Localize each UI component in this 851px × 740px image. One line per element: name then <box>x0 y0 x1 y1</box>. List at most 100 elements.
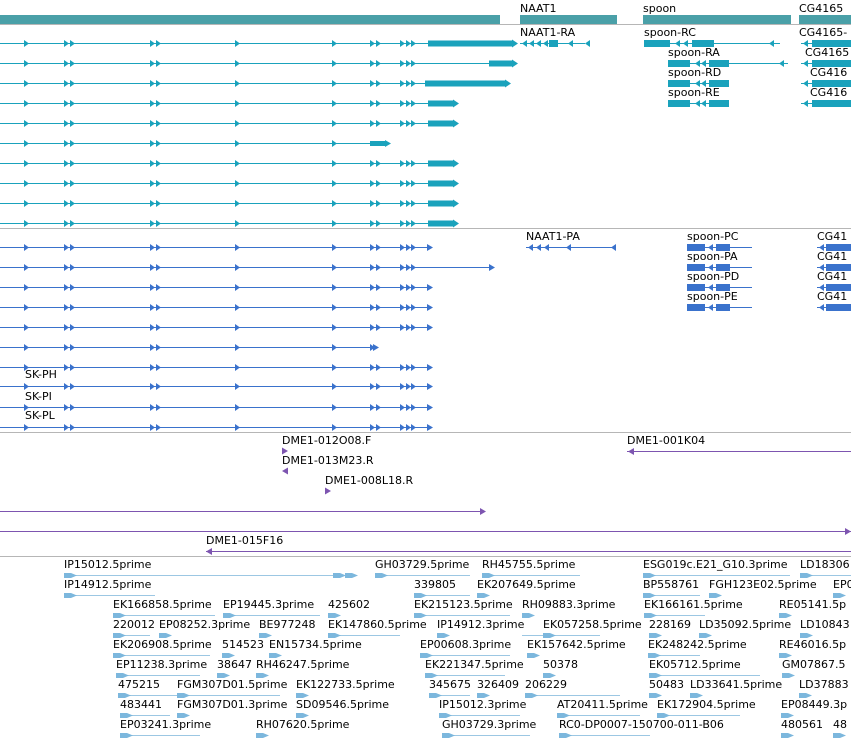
protein-7-arrow <box>411 364 416 371</box>
est-label[interactable]: EP0 <box>833 578 851 591</box>
est-label[interactable]: EN15734.5prime <box>269 638 362 651</box>
est-label[interactable]: FGM307D01.3prime <box>177 698 288 711</box>
transcript-cg4165-label-3[interactable]: CG416 <box>810 66 848 79</box>
est-label[interactable]: RH09883.3prime <box>522 598 616 611</box>
est-label[interactable]: EK215123.5prime <box>414 598 513 611</box>
gene-naat1-label[interactable]: NAAT1 <box>520 2 557 15</box>
est-label[interactable]: EK122733.5prime <box>296 678 395 691</box>
est-label[interactable]: EK166161.5prime <box>644 598 743 611</box>
protein-cg41-label-1[interactable]: CG41 <box>817 230 848 243</box>
transcript-cg4165-label-1[interactable]: CG4165- <box>799 26 848 39</box>
protein-sk-ph-label[interactable]: SK-PH <box>25 368 57 381</box>
transcript-spoon-rd-label[interactable]: spoon-RD <box>668 66 722 79</box>
est-label[interactable]: BP558761 <box>643 578 700 591</box>
est-label[interactable]: GM07867.5 <box>782 658 846 671</box>
est-label[interactable]: SD09546.5prime <box>296 698 389 711</box>
est-label[interactable]: 206229 <box>525 678 567 691</box>
gene-cg4165-label[interactable]: CG4165 <box>799 2 844 15</box>
transcript-cg4165-label-2[interactable]: CG4165 <box>805 46 850 59</box>
est-label[interactable]: EK05712.5prime <box>649 658 741 671</box>
transcript-spoon-ra-label[interactable]: spoon-RA <box>668 46 720 59</box>
est-label[interactable]: EK147860.5prime <box>328 618 427 631</box>
est-label[interactable]: 50378 <box>543 658 578 671</box>
protein-cg41-label-4[interactable]: CG41 <box>817 290 848 303</box>
protein-sk-pi-label[interactable]: SK-PI <box>25 390 52 403</box>
est-label[interactable]: 514523 <box>222 638 264 651</box>
protein-spoon-pa-label[interactable]: spoon-PA <box>687 250 738 263</box>
protein-2-arrow <box>70 264 75 271</box>
est-label[interactable]: BE977248 <box>259 618 316 631</box>
est-label[interactable]: 475215 <box>118 678 160 691</box>
est-label[interactable]: ESG019c.E21_G10.3prime <box>643 558 788 571</box>
est-label[interactable]: RE46016.5p <box>779 638 847 651</box>
est-label[interactable]: GH03729.3prime <box>442 718 537 731</box>
transcript-naat1-ra-label[interactable]: NAAT1-RA <box>520 26 576 39</box>
protein-cg41-label-3[interactable]: CG41 <box>817 270 848 283</box>
est-label[interactable]: RC0-DP0007-150700-011-B06 <box>559 718 724 731</box>
gene-spoon-label[interactable]: spoon <box>643 2 677 15</box>
est-label[interactable]: EP08252.3prime <box>159 618 251 631</box>
est-label[interactable]: AT20411.5prime <box>557 698 648 711</box>
est-label[interactable]: 50483 <box>649 678 684 691</box>
est-label[interactable]: 48 <box>833 718 847 731</box>
clone-dme1-013m23-label[interactable]: DME1-013M23.R <box>282 454 374 467</box>
protein-cg41-label-2[interactable]: CG41 <box>817 250 848 263</box>
est-label[interactable]: EK157642.5prime <box>527 638 626 651</box>
est-label[interactable]: LD37883 <box>799 678 849 691</box>
clone-dme1-001k04-label[interactable]: DME1-001K04 <box>627 434 706 447</box>
est-label[interactable]: IP14912.5prime <box>64 578 152 591</box>
est-label[interactable]: EK166858.5prime <box>113 598 212 611</box>
transcript-2-arrow <box>24 60 29 67</box>
est-label[interactable]: FGH123E02.5prime <box>709 578 817 591</box>
est-label[interactable]: LD33641.5prime <box>690 678 783 691</box>
est-label[interactable]: 345675 <box>429 678 471 691</box>
est-label[interactable]: EK172904.5prime <box>657 698 756 711</box>
est-mark-tip <box>650 573 656 578</box>
transcript-spoon-re-label[interactable]: spoon-RE <box>668 86 720 99</box>
protein-spoon-pc-label[interactable]: spoon-PC <box>687 230 739 243</box>
est-label[interactable]: LD35092.5prime <box>699 618 792 631</box>
est-label[interactable]: 483441 <box>120 698 162 711</box>
est-label[interactable]: IP15012.5prime <box>64 558 152 571</box>
transcript-cg4165-label-4[interactable]: CG416 <box>810 86 848 99</box>
est-label[interactable]: 326409 <box>477 678 519 691</box>
est-label[interactable]: EP03241.3prime <box>120 718 212 731</box>
est-label[interactable]: 480561 <box>781 718 823 731</box>
est-label[interactable]: 425602 <box>328 598 370 611</box>
est-label[interactable]: GH03729.5prime <box>375 558 470 571</box>
clone-dme1-012o08-label[interactable]: DME1-012O08.F <box>282 434 372 447</box>
protein-naat1-pa-label[interactable]: NAAT1-PA <box>526 230 580 243</box>
est-label[interactable]: FGM307D01.5prime <box>177 678 288 691</box>
est-label[interactable]: IP15012.3prime <box>439 698 527 711</box>
est-label[interactable]: EP00608.3prime <box>420 638 512 651</box>
protein-sk-pl-label[interactable]: SK-PL <box>25 409 55 422</box>
est-label[interactable]: 38647 <box>217 658 252 671</box>
est-label[interactable]: EP11238.3prime <box>116 658 208 671</box>
est-mark-tip <box>697 693 703 698</box>
est-label[interactable]: 339805 <box>414 578 456 591</box>
clone-dme1-008l18-label[interactable]: DME1-008L18.R <box>325 474 414 487</box>
est-label[interactable]: EP08449.3p <box>781 698 848 711</box>
est-label[interactable]: EK207649.5prime <box>477 578 576 591</box>
est-mark-tip <box>651 613 657 618</box>
est-label[interactable]: EK057258.5prime <box>543 618 642 631</box>
est-label[interactable]: 220012 <box>113 618 155 631</box>
transcript-spoon-rc-label[interactable]: spoon-RC <box>644 26 696 39</box>
est-label[interactable]: RH07620.5prime <box>256 718 350 731</box>
protein-spoon-pd-label[interactable]: spoon-PD <box>687 270 740 283</box>
est-label[interactable]: RH46247.5prime <box>256 658 350 671</box>
est-label[interactable]: LD18306 <box>800 558 850 571</box>
est-label[interactable]: EK248242.5prime <box>648 638 747 651</box>
est-label[interactable]: EK206908.5prime <box>113 638 212 651</box>
est-mark-tip <box>266 633 272 638</box>
est-label[interactable]: RH45755.5prime <box>482 558 576 571</box>
est-label[interactable]: RE05141.5p <box>779 598 847 611</box>
est-label[interactable]: IP14912.3prime <box>437 618 525 631</box>
est-label[interactable]: LD10843 <box>800 618 850 631</box>
est-label[interactable]: EK221347.5prime <box>425 658 524 671</box>
protein-spoon-pe-label[interactable]: spoon-PE <box>687 290 738 303</box>
transcript-5-arrow <box>70 120 75 127</box>
est-label[interactable]: EP19445.3prime <box>223 598 315 611</box>
est-label[interactable]: 228169 <box>649 618 691 631</box>
clone-dme1-015f16-label[interactable]: DME1-015F16 <box>206 534 284 547</box>
